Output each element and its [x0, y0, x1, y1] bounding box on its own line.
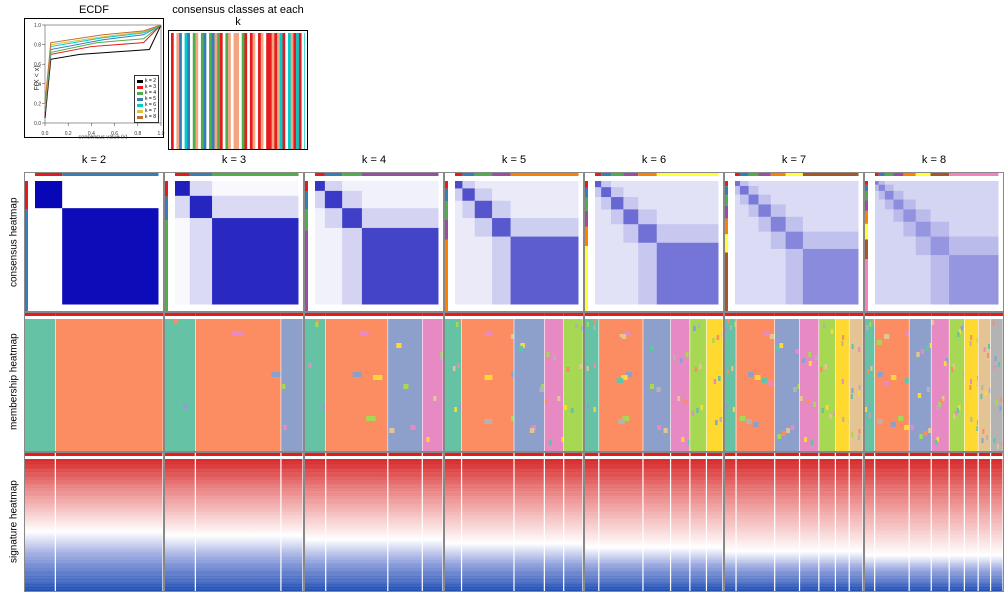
- row-label: signature heatmap: [4, 452, 24, 592]
- k-title: k = 6: [584, 154, 724, 172]
- ecdf-plot: 0.00.20.40.60.81.00.00.20.40.60.81.0cons…: [24, 18, 164, 138]
- signature-cell: [864, 452, 1004, 592]
- consensus-cell: [164, 172, 304, 312]
- membership-cell: [584, 312, 724, 452]
- svg-text:0.2: 0.2: [34, 101, 41, 107]
- svg-text:1.0: 1.0: [158, 131, 165, 137]
- svg-text:0.8: 0.8: [34, 43, 41, 49]
- svg-text:0.0: 0.0: [34, 121, 41, 127]
- membership-cell: [164, 312, 304, 452]
- svg-text:0.0: 0.0: [42, 131, 49, 137]
- ecdf-title: ECDF: [24, 4, 164, 16]
- consensus-cell: [24, 172, 164, 312]
- consensus-cell: [584, 172, 724, 312]
- svg-text:consensus value (x): consensus value (x): [79, 135, 128, 140]
- membership-cell: [304, 312, 444, 452]
- svg-text:1.0: 1.0: [34, 23, 41, 29]
- signature-cell: [304, 452, 444, 592]
- consensus-cell: [864, 172, 1004, 312]
- consensus-cell: [304, 172, 444, 312]
- membership-cell: [724, 312, 864, 452]
- k-title: k = 8: [864, 154, 1004, 172]
- consensus-cell: [444, 172, 584, 312]
- row-label: membership heatmap: [4, 312, 24, 452]
- ecdf-ylabel: F(X < x): [34, 65, 41, 90]
- row-label: consensus heatmap: [4, 172, 24, 312]
- svg-text:0.8: 0.8: [134, 131, 141, 137]
- membership-cell: [24, 312, 164, 452]
- svg-text:0.2: 0.2: [65, 131, 72, 137]
- membership-cell: [864, 312, 1004, 452]
- k-title: k = 5: [444, 154, 584, 172]
- k-title: k = 4: [304, 154, 444, 172]
- k-title: k = 3: [164, 154, 304, 172]
- membership-cell: [444, 312, 584, 452]
- k-title: k = 2: [24, 154, 164, 172]
- consensus-cell: [724, 172, 864, 312]
- ecdf-legend: k = 2k = 3k = 4k = 5k = 6k = 7k = 8: [134, 75, 159, 123]
- signature-cell: [164, 452, 304, 592]
- signature-cell: [724, 452, 864, 592]
- k-title: k = 7: [724, 154, 864, 172]
- signature-cell: [444, 452, 584, 592]
- signature-cell: [584, 452, 724, 592]
- classes-plot: [168, 30, 308, 150]
- signature-cell: [24, 452, 164, 592]
- classes-title: consensus classes at each k: [168, 4, 308, 28]
